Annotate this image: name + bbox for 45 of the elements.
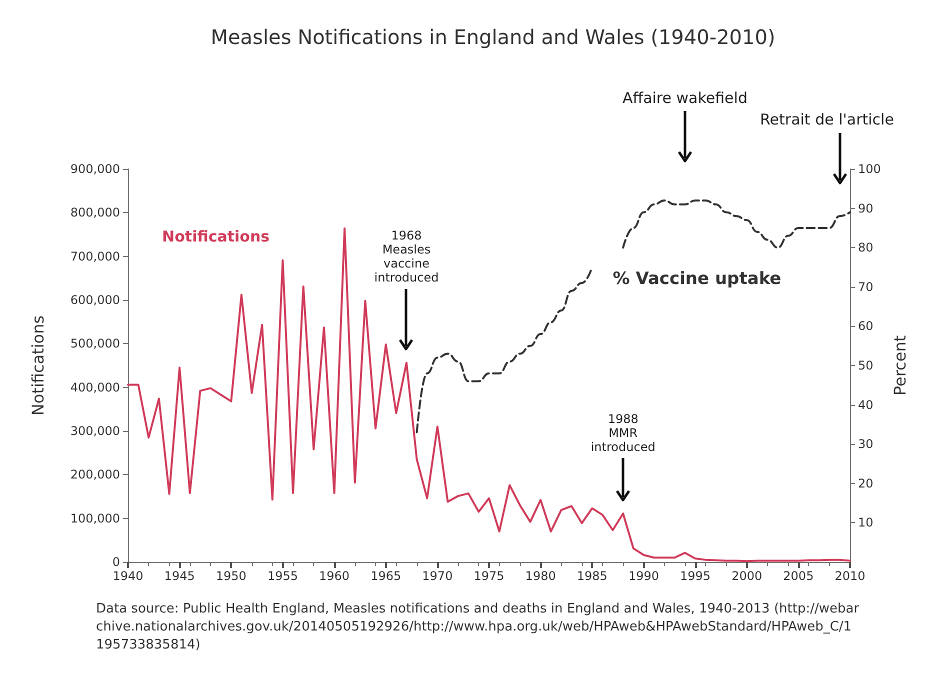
x-tick-label: 2010	[834, 569, 866, 583]
text: Retrait de l'article	[760, 110, 894, 129]
x-tick-label: 1995	[680, 569, 711, 583]
x-tick-label: 1955	[267, 569, 298, 583]
y2-tick-label: 40	[858, 398, 874, 412]
y2-tick-label: 80	[858, 240, 874, 255]
x-tick-label: 1970	[422, 569, 453, 583]
annotation: 1988 MMR introduced	[590, 412, 656, 454]
series-label: % Vaccine uptake	[612, 269, 782, 290]
y-tick-label: 0	[112, 555, 120, 569]
x-tick-label: 2005	[783, 569, 814, 583]
x-tick-label: 1960	[319, 569, 350, 583]
y2-tick-label: 70	[858, 280, 874, 294]
y-tick-label: 700,000	[70, 249, 120, 264]
chart-title: Measles Notifications in England and Wales (1940-2010)	[210, 25, 776, 49]
y-tick-label: 500,000	[70, 336, 120, 351]
y-tick-label: 300,000	[70, 424, 120, 438]
y2-tick-label: 10	[858, 516, 874, 530]
y2-tick-label: 90	[858, 201, 874, 216]
y2-tick-label: 20	[858, 476, 874, 490]
y-tick-label: 400,000	[70, 380, 120, 394]
y2-tick-label: 100	[858, 162, 881, 176]
x-tick-label: 1940	[112, 569, 144, 583]
x-tick-label: 1980	[525, 569, 556, 583]
series-label: Notifications	[162, 228, 270, 246]
x-tick-label: 1990	[628, 569, 659, 583]
y2-tick-label: 30	[858, 437, 874, 452]
x-tick-label: 1945	[164, 569, 195, 583]
x-tick-label: 2000	[732, 569, 762, 583]
y-tick-label: 900,000	[70, 162, 120, 176]
x-tick-label: 1950	[216, 569, 246, 583]
y2-tick-label: 50	[858, 358, 874, 372]
y-tick-label: 200,000	[70, 468, 120, 482]
source-note: Data source: Public Health England, Measles notifications and deaths in England and Wales, 1940-2013 (http://webarchive.nationalarchives.gov.uk/20140505192926/http://www.hpa.org.uk/web/HPAweb&HPAwebStandard/HPAweb_C/1195733835814)	[96, 602, 860, 652]
x-tick-label: 1985	[576, 569, 608, 583]
x-tick-label: 1975	[474, 569, 504, 583]
annotation: 1968 Measles vaccine introduced	[374, 228, 439, 285]
y-tick-label: 800,000	[70, 206, 120, 220]
y2-tick-label: 60	[858, 319, 874, 334]
y2-axis-title: Percent	[890, 335, 910, 396]
text: Affaire wakefield	[622, 88, 748, 107]
x-tick-label: 1965	[370, 569, 402, 583]
y-tick-label: 600,000	[70, 293, 120, 307]
y-tick-label: 100,000	[70, 511, 120, 526]
y-axis-title: Notifications	[28, 315, 48, 416]
